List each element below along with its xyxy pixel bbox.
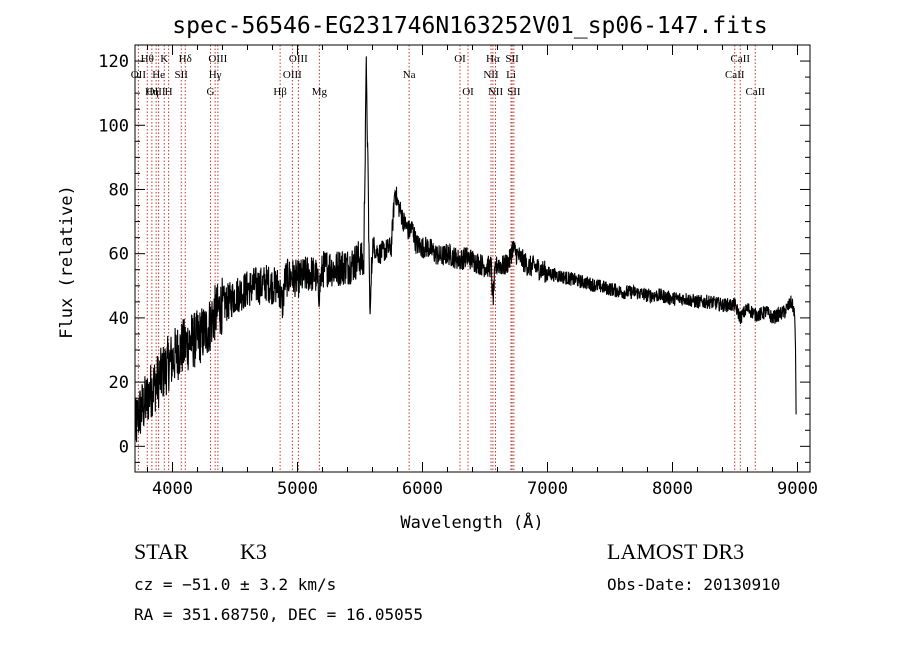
x-tick-label: 9000 [777,479,818,499]
survey-name: LAMOST DR3 [607,539,744,564]
y-axis-label: Flux (relative) [57,185,77,339]
marker-label: Hη [145,86,159,98]
marker-label: CaII [725,69,745,81]
y-tick-label: 0 [119,437,129,457]
marker-label: OI [462,86,474,98]
x-axis: 4000 5000 6000 7000 8000 9000 [147,45,818,499]
marker-label: OI [454,53,466,65]
y-tick-label: 20 [109,373,129,393]
marker-label: OII [131,69,147,81]
marker-label: OIII [147,86,166,98]
marker-label: Mg [312,86,328,98]
y-tick-label: 60 [109,245,129,265]
y-tick-label: 100 [98,116,129,136]
chart-title: spec-56546-EG231746N163252V01_sp06-147.f… [172,13,767,39]
marker-label: OIII [208,53,227,65]
marker-label: Li [506,69,516,81]
y-tick-label: 120 [98,52,129,72]
x-tick-label: 8000 [652,479,693,499]
marker-label: Hδ [179,53,192,65]
marker-label: NII [488,86,504,98]
y-tick-label: 40 [109,309,129,329]
marker-label: Na [403,69,416,81]
redshift-value: cz = −51.0 ± 3.2 km/s [134,575,336,594]
marker-label: G [207,86,215,98]
marker-label: Hθ [141,53,154,65]
coordinates: RA = 351.68750, DEC = 16.05055 [134,605,423,624]
x-tick-label: 6000 [402,479,443,499]
x-tick-label: 4000 [152,479,193,499]
marker-label: Hγ [209,69,222,81]
x-axis-label: Wavelength (Å) [400,511,543,533]
marker-label: Hα [486,53,500,65]
y-tick-label: 80 [109,180,129,200]
marker-label: Hβ [273,86,287,98]
object-class: STAR [134,539,189,564]
marker-label: CaII [745,86,765,98]
x-tick-label: 5000 [277,479,318,499]
marker-label: SII [505,53,519,65]
y-axis: 0 20 40 60 80 100 120 [98,52,810,463]
marker-label: K [160,53,168,65]
marker-label: OIII [283,69,302,81]
marker-label: SII [507,86,521,98]
marker-label: OIII [289,53,308,65]
observation-date: Obs-Date: 20130910 [607,575,780,594]
marker-label: H [165,86,173,98]
marker-label: CaII [730,53,750,65]
emission-line-labels: Hθ K Hδ OIII OIII OI Hα SII CaII OII He SII Hγ OIII Na… [131,53,766,98]
spectrum-series-line [134,56,797,443]
marker-label: SII [175,69,189,81]
object-subclass: K3 [240,539,267,564]
marker-label: He [152,69,165,81]
x-tick-label: 7000 [527,479,568,499]
marker-label: NII [483,69,499,81]
